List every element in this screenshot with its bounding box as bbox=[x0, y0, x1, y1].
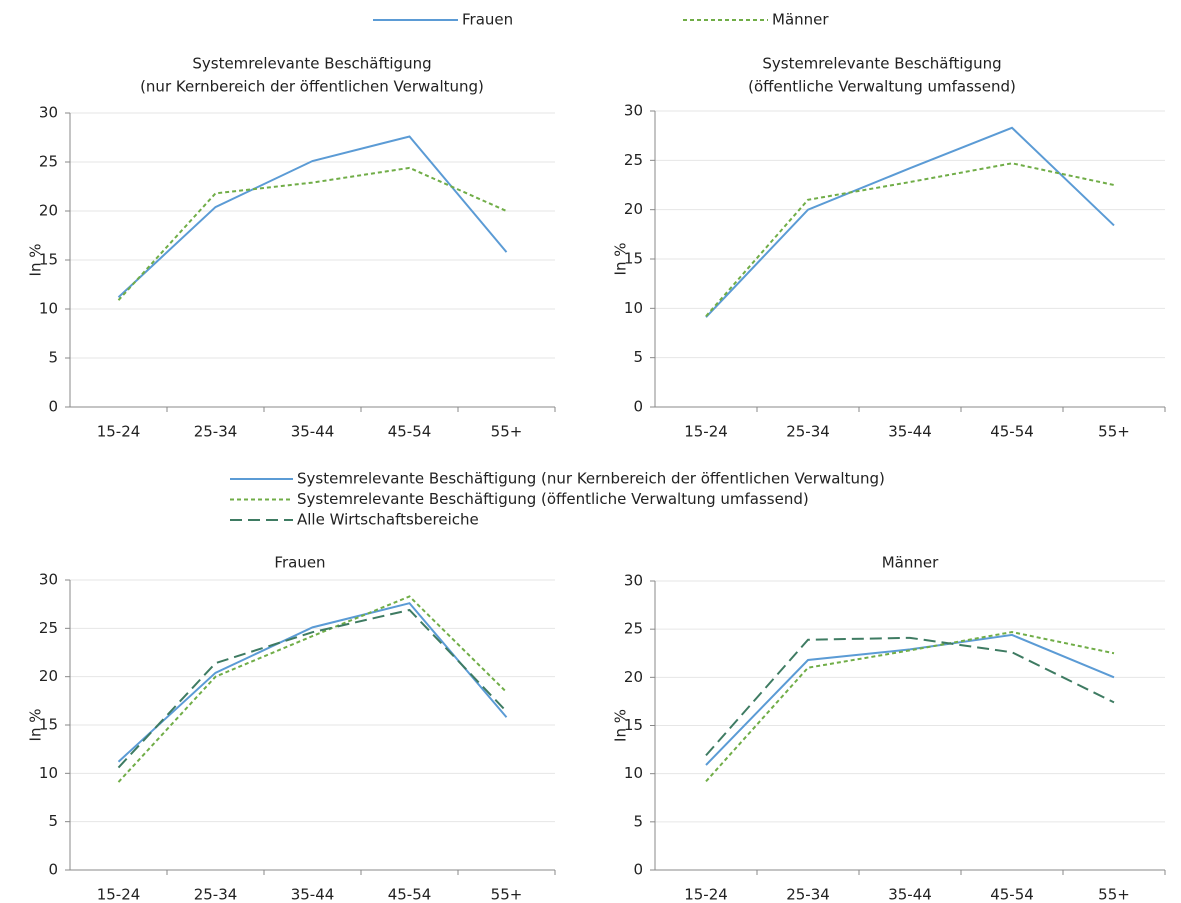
legend-label: Systemrelevante Beschäftigung (nur Kernb… bbox=[297, 470, 885, 488]
y-tick-label: 25 bbox=[624, 151, 643, 169]
y-tick-label: 30 bbox=[624, 572, 643, 590]
x-tick-label: 35-44 bbox=[888, 886, 932, 903]
series-line bbox=[117, 166, 507, 301]
y-tick-label: 5 bbox=[633, 812, 643, 830]
y-tick-label: 20 bbox=[624, 668, 643, 686]
x-tick-label: 45-54 bbox=[388, 886, 432, 903]
y-tick-label: 25 bbox=[39, 153, 58, 171]
chart-title: Männer bbox=[882, 554, 939, 572]
x-tick-label: 25-34 bbox=[786, 423, 830, 441]
y-tick-label: 30 bbox=[624, 102, 643, 120]
y-tick-label: 15 bbox=[624, 250, 643, 268]
y-tick-label: 5 bbox=[48, 349, 58, 367]
x-tick-label: 15-24 bbox=[97, 886, 141, 903]
chart-title: Systemrelevante Beschäftigung bbox=[192, 55, 431, 73]
y-tick-label: 15 bbox=[39, 716, 58, 734]
series-line bbox=[705, 126, 1115, 318]
y-tick-label: 15 bbox=[624, 716, 643, 734]
series-line bbox=[117, 595, 508, 783]
x-tick-label: 25-34 bbox=[786, 886, 830, 903]
x-tick-label: 55+ bbox=[1098, 886, 1130, 903]
x-tick-label: 15-24 bbox=[97, 423, 141, 441]
chart-title: Frauen bbox=[274, 554, 325, 572]
y-tick-label: 0 bbox=[633, 861, 643, 879]
x-tick-label: 35-44 bbox=[291, 886, 335, 903]
series-line bbox=[705, 631, 1115, 783]
x-tick-label: 25-34 bbox=[194, 423, 238, 441]
legend-label: Männer bbox=[772, 11, 829, 29]
y-tick-label: 15 bbox=[39, 251, 58, 269]
y-tick-label: 25 bbox=[39, 619, 58, 637]
chart-title: Systemrelevante Beschäftigung bbox=[762, 55, 1001, 73]
y-tick-label: 0 bbox=[48, 861, 58, 879]
y-tick-label: 30 bbox=[39, 571, 58, 589]
y-tick-label: 10 bbox=[39, 300, 58, 318]
x-tick-label: 15-24 bbox=[684, 423, 728, 441]
x-tick-label: 45-54 bbox=[388, 423, 432, 441]
y-tick-label: 5 bbox=[48, 812, 58, 830]
y-tick-label: 20 bbox=[624, 200, 643, 218]
legend-label: Alle Wirtschaftsbereiche bbox=[297, 511, 479, 529]
series-line bbox=[117, 608, 508, 769]
series-line bbox=[705, 633, 1115, 766]
y-tick-label: 5 bbox=[633, 348, 643, 366]
y-axis-label: In % bbox=[27, 709, 45, 742]
x-tick-label: 35-44 bbox=[291, 423, 335, 441]
x-tick-label: 25-34 bbox=[194, 886, 238, 903]
series-line bbox=[117, 135, 508, 298]
chart-subtitle: (öffentliche Verwaltung umfassend) bbox=[748, 78, 1016, 96]
y-tick-label: 30 bbox=[39, 104, 58, 122]
series-line bbox=[705, 636, 1115, 757]
y-axis-label: In % bbox=[27, 244, 45, 277]
x-tick-label: 55+ bbox=[1098, 423, 1130, 441]
y-axis-label: In % bbox=[612, 709, 630, 742]
y-tick-label: 25 bbox=[624, 620, 643, 638]
y-tick-label: 10 bbox=[624, 764, 643, 782]
y-axis-label: In % bbox=[612, 243, 630, 276]
legend-label: Systemrelevante Beschäftigung (öffentlic… bbox=[297, 490, 809, 508]
x-tick-label: 55+ bbox=[491, 886, 523, 903]
x-tick-label: 35-44 bbox=[888, 423, 932, 441]
y-tick-label: 0 bbox=[633, 398, 643, 416]
series-line bbox=[705, 162, 1115, 317]
legend-label: Frauen bbox=[462, 11, 513, 29]
y-tick-label: 20 bbox=[39, 202, 58, 220]
y-tick-label: 10 bbox=[624, 299, 643, 317]
y-tick-label: 10 bbox=[39, 764, 58, 782]
x-tick-label: 55+ bbox=[491, 423, 523, 441]
y-tick-label: 20 bbox=[39, 667, 58, 685]
x-tick-label: 15-24 bbox=[684, 886, 728, 903]
series-line bbox=[117, 602, 508, 763]
y-tick-label: 0 bbox=[48, 398, 58, 416]
x-tick-label: 45-54 bbox=[990, 423, 1034, 441]
chart-subtitle: (nur Kernbereich der öffentlichen Verwal… bbox=[140, 78, 484, 96]
x-tick-label: 45-54 bbox=[990, 886, 1034, 903]
